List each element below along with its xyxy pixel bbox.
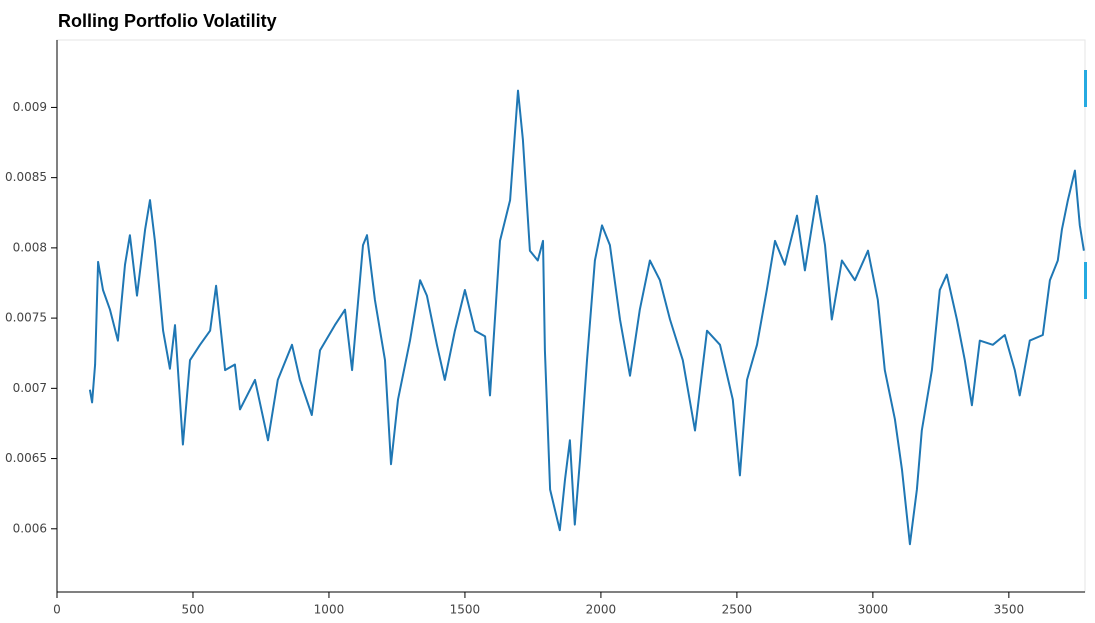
y-tick-label: 0.006	[13, 521, 47, 535]
y-tick-label: 0.0075	[5, 311, 47, 325]
x-tick-label: 3000	[858, 603, 889, 617]
y-tick-label: 0.0085	[5, 170, 47, 184]
y-tick-label: 0.008	[13, 240, 47, 254]
x-tick-label: 3500	[994, 603, 1025, 617]
x-tick-label: 1500	[450, 603, 481, 617]
toolbar-button[interactable]	[1084, 262, 1087, 299]
chart-title: Rolling Portfolio Volatility	[58, 11, 277, 31]
y-tick-label: 0.007	[13, 381, 47, 395]
y-tick-label: 0.009	[13, 100, 47, 114]
x-tick-label: 2000	[586, 603, 617, 617]
x-tick-label: 2500	[722, 603, 753, 617]
line-series	[88, 89, 1085, 546]
x-tick-label: 500	[182, 603, 205, 617]
x-tick-label: 1000	[314, 603, 345, 617]
toolbar-button[interactable]	[1084, 70, 1087, 107]
y-tick-label: 0.0065	[5, 451, 47, 465]
x-tick-label: 0	[53, 603, 61, 617]
